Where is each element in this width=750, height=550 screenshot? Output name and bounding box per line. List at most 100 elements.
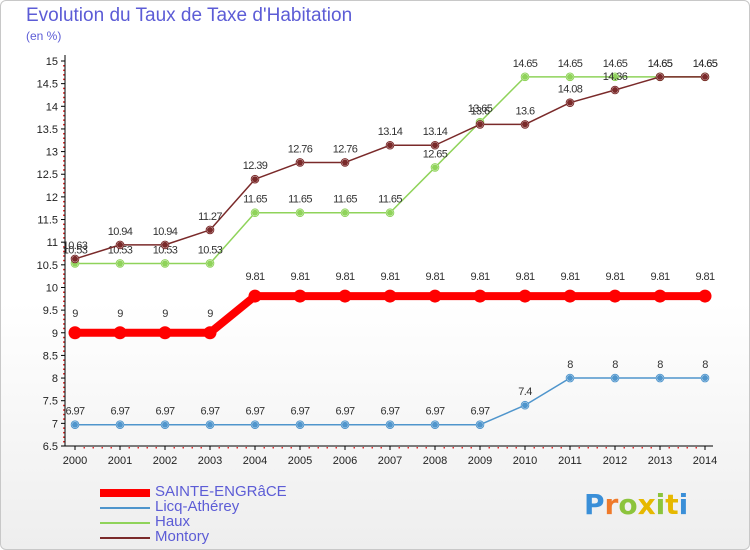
x-minor-tick (398, 447, 400, 449)
legend-swatch (100, 522, 150, 524)
x-minor-tick (488, 447, 490, 449)
x-minor-tick (461, 447, 463, 449)
y-tick-label: 15 (46, 56, 58, 68)
y-minor-tick (63, 228, 65, 230)
data-label: 8 (702, 359, 708, 371)
data-point (203, 326, 217, 340)
data-label: 9.81 (605, 271, 624, 283)
y-minor-tick (63, 65, 65, 67)
y-minor-tick (63, 368, 65, 370)
y-minor-tick (63, 427, 65, 429)
data-label: 9 (207, 308, 213, 320)
data-label: 11.27 (198, 211, 222, 223)
data-point (338, 289, 352, 303)
y-minor-tick (63, 182, 65, 185)
y-minor-tick (63, 92, 65, 94)
data-label: 8 (657, 359, 663, 371)
x-minor-tick (560, 447, 562, 449)
x-tick-label: 2010 (513, 455, 537, 467)
data-point (297, 159, 303, 166)
data-label: 12.76 (288, 143, 313, 155)
y-minor-tick (63, 273, 65, 275)
data-label: 11.65 (288, 194, 312, 206)
y-minor-tick (63, 305, 65, 307)
y-minor-tick (63, 282, 65, 284)
x-tick-label: 2001 (108, 455, 132, 467)
x-minor-tick (92, 447, 94, 449)
y-minor-tick (63, 395, 65, 398)
x-minor-tick (317, 447, 319, 449)
data-label: 9.81 (290, 271, 309, 283)
y-minor-tick (63, 255, 65, 257)
data-point (162, 421, 168, 428)
data-point (72, 421, 78, 428)
data-point (342, 209, 348, 216)
data-point (117, 260, 123, 267)
data-label: 11.65 (333, 194, 357, 206)
data-label: 14.65 (603, 58, 628, 70)
data-point (567, 99, 573, 106)
data-label: 14.65 (693, 58, 718, 70)
data-label: 10.53 (153, 244, 178, 256)
y-minor-tick (63, 101, 65, 103)
x-minor-tick (200, 447, 202, 449)
x-minor-tick (533, 447, 535, 449)
data-point (657, 73, 663, 80)
y-minor-tick (63, 382, 65, 384)
x-minor-tick (245, 447, 247, 449)
x-tick-label: 2000 (63, 455, 87, 467)
y-minor-tick (63, 169, 65, 171)
x-minor-tick (326, 447, 328, 449)
y-minor-tick (63, 436, 65, 438)
data-point (518, 289, 532, 303)
x-minor-tick (515, 447, 517, 449)
legend-label: Montory (155, 528, 210, 545)
y-minor-tick (63, 142, 65, 144)
data-label: 10.94 (108, 226, 133, 238)
data-label: 7.4 (518, 386, 532, 398)
y-minor-tick (63, 69, 65, 72)
x-minor-tick (128, 447, 130, 449)
data-label: 14.36 (603, 71, 628, 83)
y-minor-tick (63, 160, 65, 162)
y-tick-label: 9 (52, 328, 58, 340)
x-tick-label: 2014 (693, 455, 717, 467)
x-tick-label: 2009 (468, 455, 492, 467)
y-minor-tick (63, 268, 65, 271)
data-point (297, 421, 303, 428)
x-minor-tick (506, 447, 508, 449)
data-label: 13.14 (423, 126, 448, 138)
x-minor-tick (218, 447, 220, 449)
data-label: 9.81 (245, 271, 264, 283)
y-minor-tick (63, 191, 65, 194)
y-minor-tick (63, 200, 65, 203)
y-minor-tick (63, 431, 65, 434)
y-tick-label: 7.5 (43, 396, 58, 408)
y-minor-tick (63, 114, 65, 117)
data-label: 6.97 (110, 406, 129, 418)
y-minor-tick (63, 123, 65, 126)
y-minor-tick (63, 87, 65, 90)
y-minor-tick (63, 440, 65, 443)
data-point (207, 421, 213, 428)
data-label: 12.76 (333, 143, 358, 155)
data-label: 9.81 (650, 271, 669, 283)
proxiti-logo: Proxiti (584, 488, 689, 521)
x-minor-tick (191, 447, 193, 449)
data-point (567, 73, 573, 80)
legend-swatch (100, 489, 150, 497)
data-label: 11.65 (243, 194, 267, 206)
y-tick-label: 12 (46, 192, 58, 204)
x-minor-tick (110, 447, 112, 449)
y-minor-tick (63, 350, 65, 352)
y-tick-label: 13 (46, 147, 58, 159)
data-label: 14.65 (693, 58, 718, 70)
data-label: 6.97 (290, 406, 309, 418)
y-tick-label: 13.5 (37, 124, 58, 136)
y-minor-tick (63, 409, 65, 411)
x-minor-tick (650, 447, 652, 449)
y-minor-tick (63, 345, 65, 348)
x-minor-tick (362, 447, 364, 449)
data-label: 6.97 (200, 406, 219, 418)
y-minor-tick (63, 413, 65, 416)
